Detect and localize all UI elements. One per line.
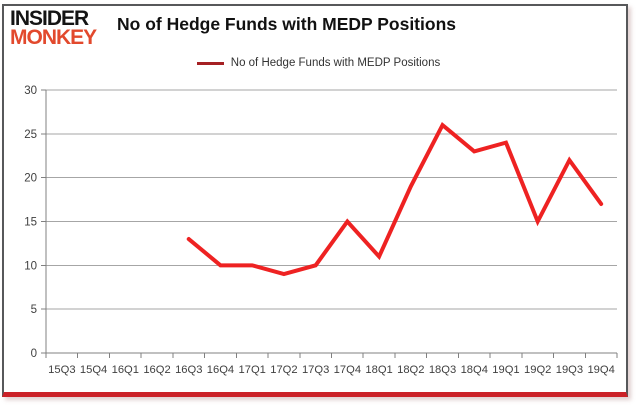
y-axis-label: 5 xyxy=(31,304,37,316)
y-axis-label: 20 xyxy=(24,173,37,185)
x-axis-label: 17Q1 xyxy=(239,364,266,376)
x-axis-label: 19Q3 xyxy=(556,364,583,376)
x-axis-label: 19Q1 xyxy=(492,364,519,376)
chart-frame xyxy=(2,4,628,397)
data-series-line xyxy=(186,121,604,277)
chart-title: No of Hedge Funds with MEDP Positions xyxy=(117,14,456,34)
x-axis-label: 15Q3 xyxy=(48,364,75,376)
x-axis-label: 18Q4 xyxy=(461,364,488,376)
y-axis-label: 0 xyxy=(31,348,37,360)
x-axis-label: 16Q3 xyxy=(175,364,202,376)
y-axis-label: 25 xyxy=(24,129,37,141)
logo-text-insider: INSIDER xyxy=(10,7,89,30)
x-axis-label: 18Q1 xyxy=(365,364,392,376)
legend-label: No of Hedge Funds with MEDP Positions xyxy=(230,57,441,69)
x-axis-label: 16Q4 xyxy=(207,364,234,376)
insider-monkey-logo: INSIDER MONKEY xyxy=(10,7,97,50)
x-axis-label: 19Q2 xyxy=(524,364,551,376)
x-axis-label: 17Q3 xyxy=(302,364,329,376)
x-axis-label: 19Q4 xyxy=(587,364,614,376)
y-axis-label: 30 xyxy=(24,85,37,97)
x-axis-label: 17Q4 xyxy=(334,364,361,376)
legend: No of Hedge Funds with MEDP Positions xyxy=(0,57,637,69)
x-axis-label: 17Q2 xyxy=(270,364,297,376)
y-axis-label: 15 xyxy=(24,217,37,229)
x-axis-label: 18Q3 xyxy=(429,364,456,376)
x-axis-label: 16Q1 xyxy=(112,364,139,376)
legend-line-marker xyxy=(196,61,224,65)
x-axis-label: 15Q4 xyxy=(80,364,107,376)
y-axis-label: 10 xyxy=(24,260,37,272)
logo-text-monkey: MONKEY xyxy=(10,26,97,50)
x-axis-label: 18Q2 xyxy=(397,364,424,376)
x-axis-label: 16Q2 xyxy=(143,364,170,376)
